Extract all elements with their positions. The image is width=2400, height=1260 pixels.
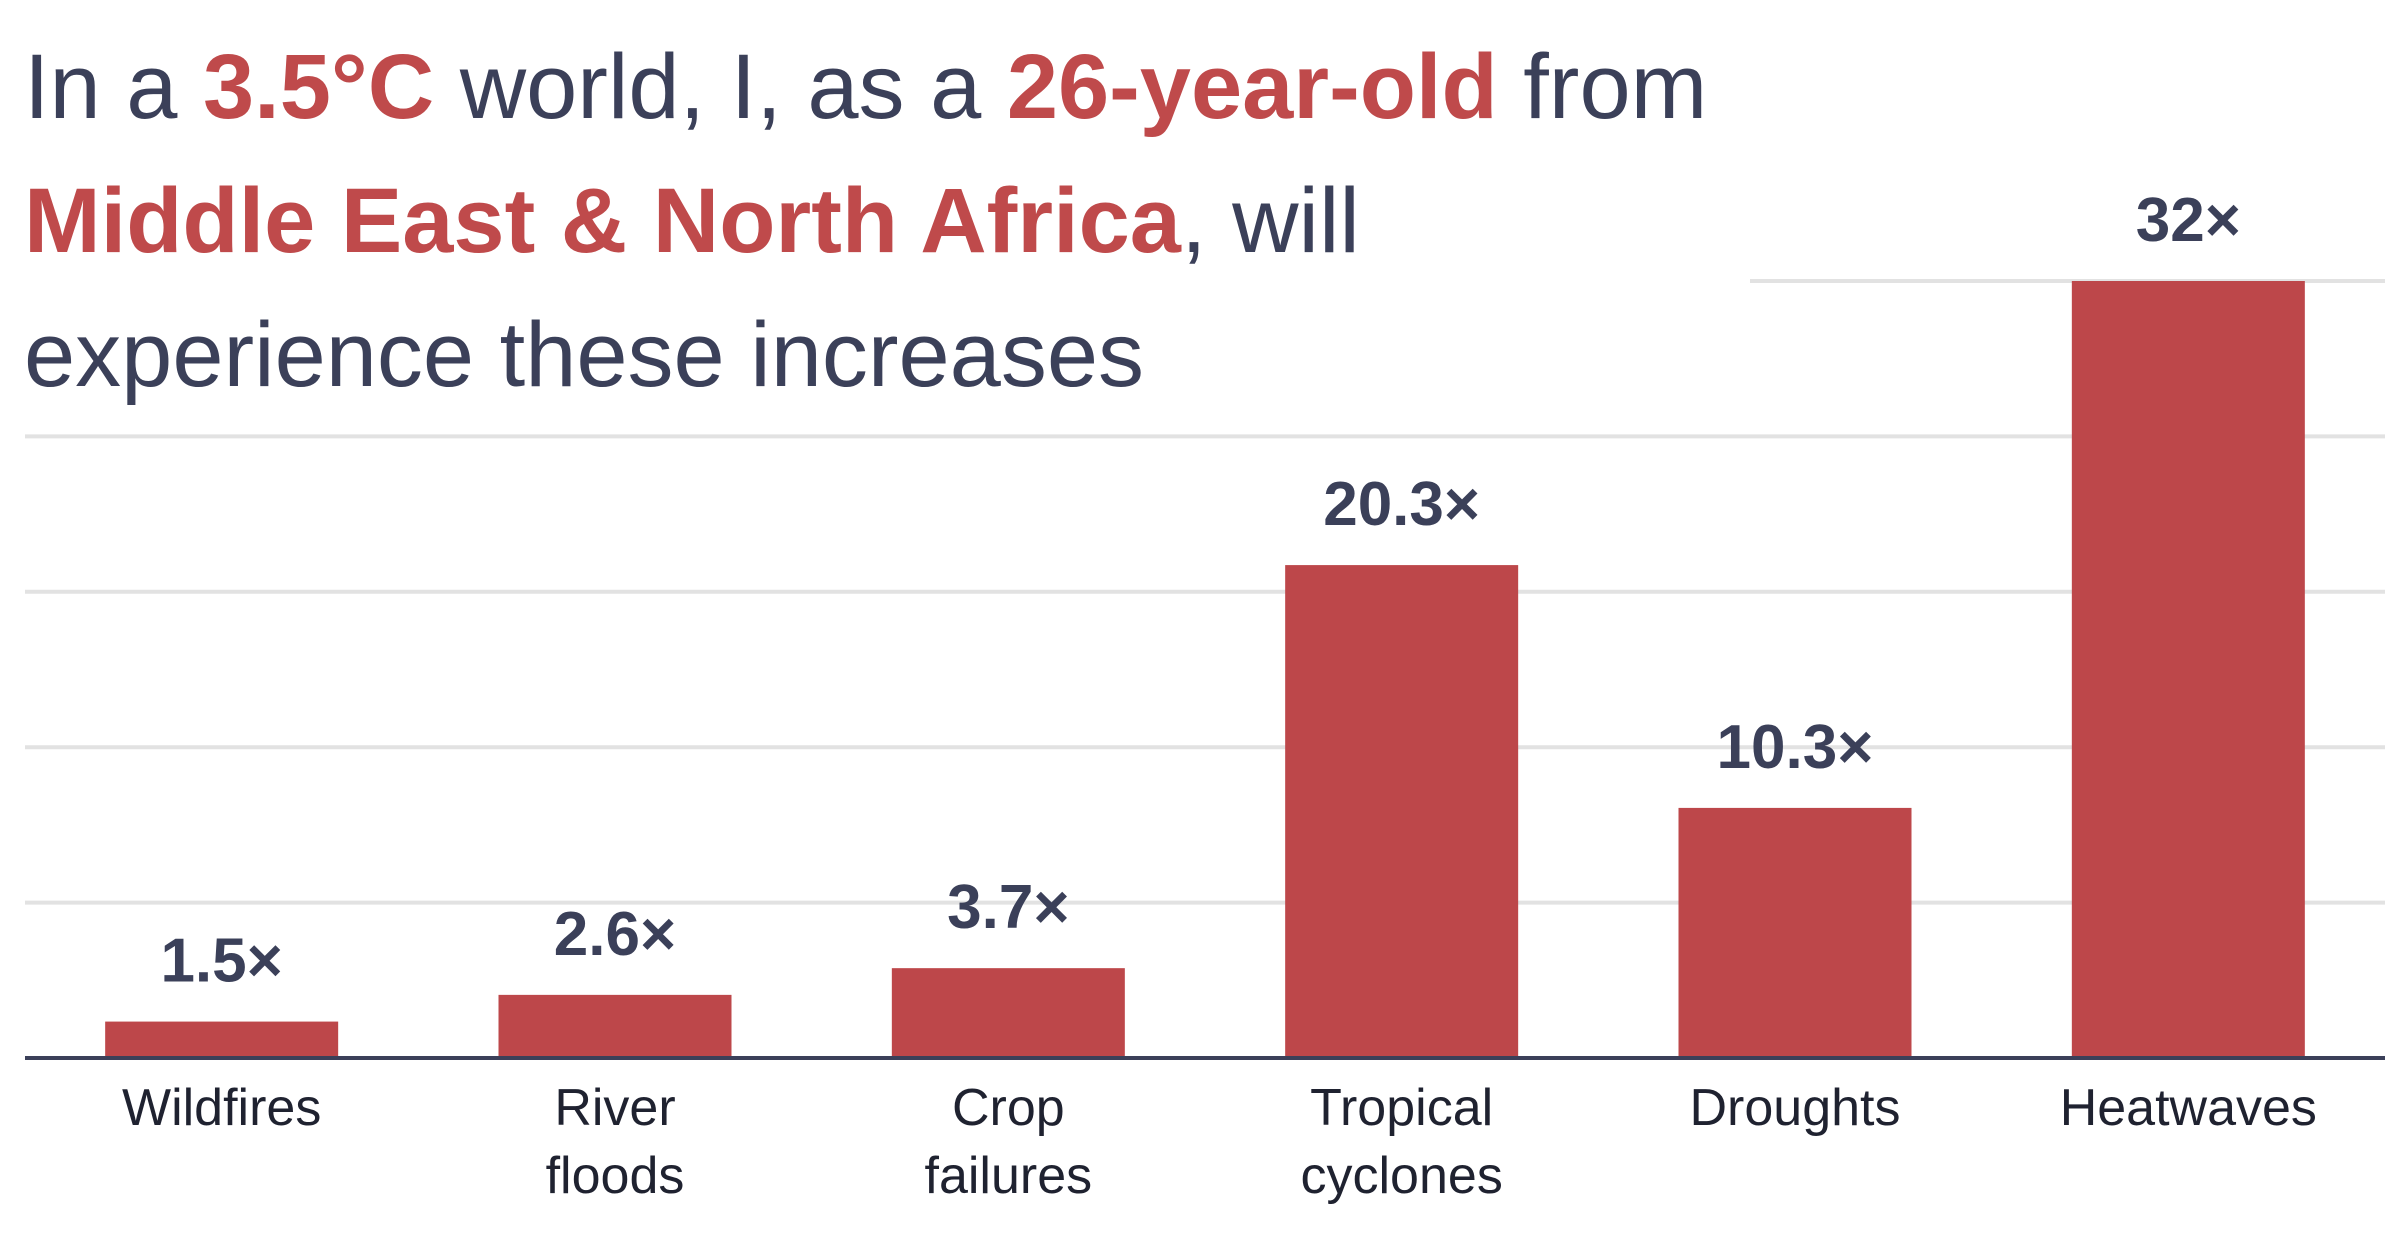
bar — [1285, 565, 1519, 1058]
value-label: 20.3× — [1323, 470, 1480, 539]
gridlines — [25, 279, 2385, 905]
value-label: 32× — [2136, 186, 2241, 255]
x-tick-label: floods — [546, 1147, 685, 1205]
x-tick-label: failures — [925, 1147, 1093, 1205]
x-tick-label: Wildfires — [122, 1079, 321, 1137]
bar — [498, 994, 732, 1058]
value-label: 2.6× — [554, 900, 676, 969]
value-label: 1.5× — [160, 927, 282, 996]
title-temperature: 3.5°C — [203, 36, 435, 138]
bar — [1678, 807, 1912, 1058]
value-label: 3.7× — [947, 873, 1069, 942]
x-tick-label: Droughts — [1690, 1079, 1901, 1137]
labels: 1.5× Wildfires 2.6× River floods 3.7× Crop fail… — [122, 186, 2317, 1205]
title-text-4: , will experience these increases — [24, 170, 1360, 406]
x-tick-label: Heatwaves — [2060, 1079, 2317, 1137]
x-tick-label: River — [554, 1079, 675, 1137]
bar — [891, 968, 1125, 1058]
bar — [105, 1021, 339, 1058]
title-age: 26-year-old — [1006, 36, 1498, 138]
value-label: 10.3× — [1717, 713, 1874, 782]
title-text-1: In a — [24, 36, 204, 138]
x-tick-label: cyclones — [1301, 1147, 1503, 1205]
title-region: Middle East & North Africa — [24, 170, 1181, 272]
title-text-3: from — [1497, 36, 1708, 138]
bars — [105, 281, 2305, 1058]
chart-title: In a 3.5°C world, I, as a 26-year-old fr… — [24, 20, 1744, 422]
x-tick-label: Crop — [952, 1079, 1065, 1137]
x-tick-label: Tropical — [1310, 1079, 1493, 1137]
bar — [2071, 281, 2305, 1058]
title-text-2: world, I, as a — [434, 36, 1007, 138]
